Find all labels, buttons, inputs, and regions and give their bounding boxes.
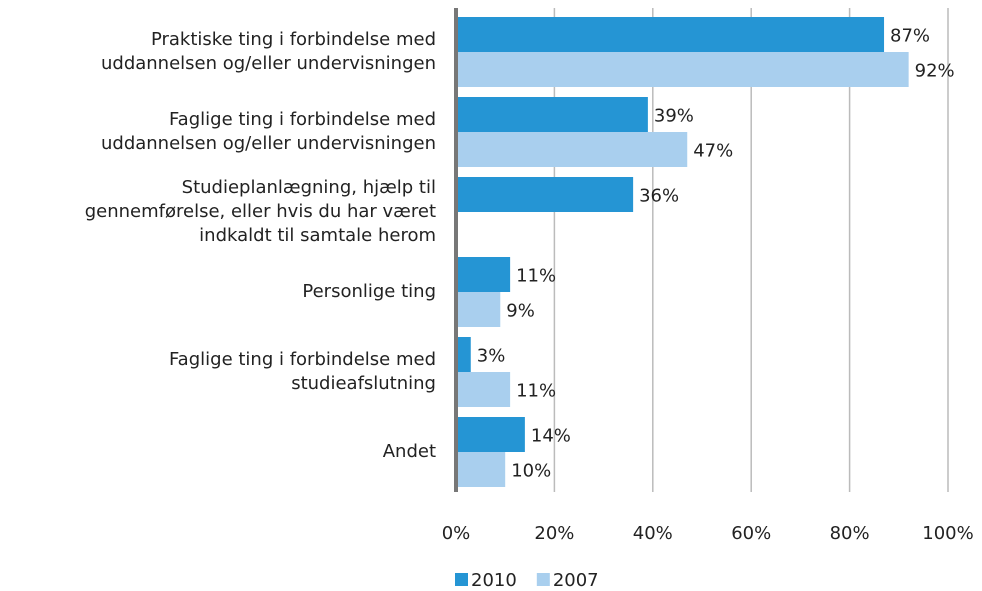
category-label: gennemførelse, eller hvis du har været: [85, 201, 436, 222]
data-label: 87%: [890, 26, 930, 47]
category-label: studieafslutning: [291, 373, 436, 394]
legend-swatch: [455, 573, 468, 586]
legend-swatch: [536, 573, 550, 586]
bar: [456, 177, 634, 212]
category-label: Faglige ting i forbindelse med: [169, 109, 436, 130]
data-label: 14%: [531, 426, 571, 447]
category-label: Faglige ting i forbindelse med: [169, 349, 436, 370]
bar: [456, 452, 506, 487]
category-label: Personlige ting: [302, 281, 436, 302]
data-label: 39%: [654, 106, 694, 127]
category-label: uddannelsen og/eller undervisningen: [101, 133, 436, 154]
category-label: Studieplanlægning, hjælp til: [182, 177, 436, 198]
bar: [456, 292, 501, 327]
legend-label: 2007: [553, 570, 599, 591]
data-label: 11%: [516, 381, 556, 402]
x-tick-label: 40%: [633, 523, 673, 544]
x-tick-label: 0%: [442, 523, 471, 544]
bar: [456, 417, 525, 452]
bar: [456, 97, 648, 132]
bar: [456, 257, 511, 292]
bar: [456, 132, 688, 167]
x-tick-label: 60%: [731, 523, 771, 544]
bar: [456, 372, 511, 407]
data-label: 11%: [516, 266, 556, 287]
data-label: 10%: [511, 461, 551, 482]
x-tick-label: 100%: [922, 523, 973, 544]
category-label: indkaldt til samtale herom: [199, 225, 436, 246]
category-label: Andet: [383, 441, 436, 462]
data-label: 92%: [915, 61, 955, 82]
data-label: 47%: [693, 141, 733, 162]
bar: [456, 337, 471, 372]
legend-label: 2010: [471, 570, 517, 591]
category-label: Praktiske ting i forbindelse med: [151, 29, 436, 50]
data-label: 3%: [477, 346, 506, 367]
category-label: uddannelsen og/eller undervisningen: [101, 53, 436, 74]
data-label: 36%: [639, 186, 679, 207]
data-label: 9%: [506, 301, 535, 322]
x-tick-label: 80%: [830, 523, 870, 544]
x-tick-label: 20%: [534, 523, 574, 544]
bar: [456, 17, 885, 52]
bar: [456, 52, 909, 87]
